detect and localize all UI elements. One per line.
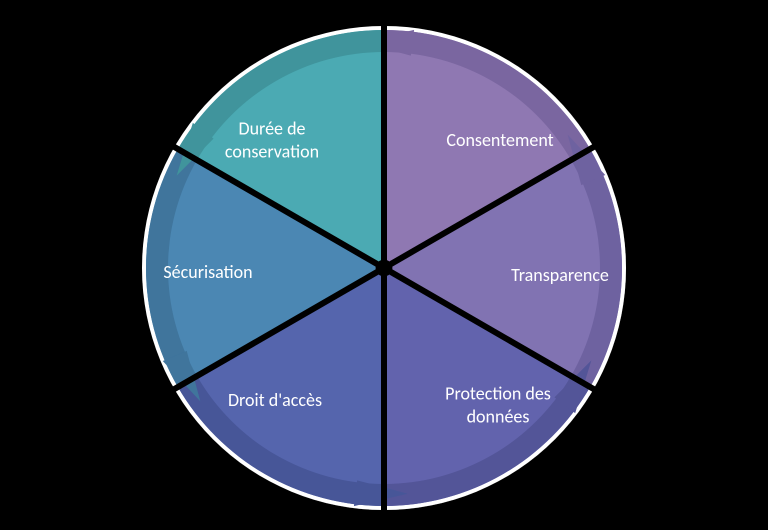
wheel-group	[142, 24, 626, 512]
cycle-diagram: ConsentementTransparenceProtection des d…	[0, 0, 768, 530]
cycle-svg	[0, 0, 768, 530]
